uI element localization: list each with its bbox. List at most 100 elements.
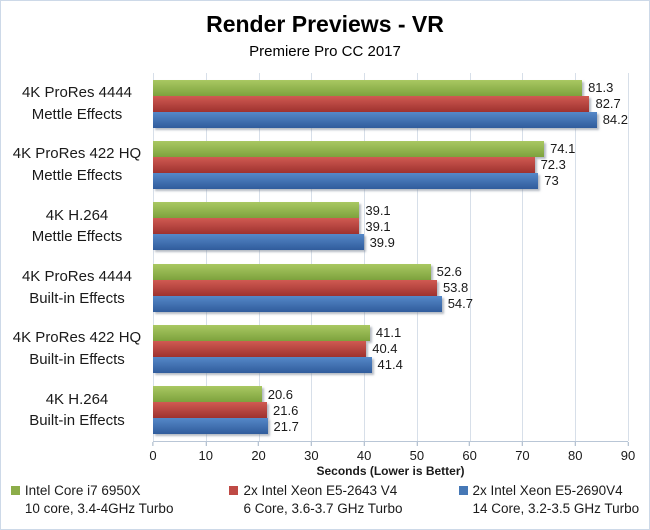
- bar-2x-intel-xeon-e5-2690v4: [153, 172, 539, 189]
- tick-label: 90: [620, 448, 636, 463]
- legend-swatch-icon: [458, 486, 468, 496]
- tick-label: 30: [304, 448, 319, 463]
- x-tick: 0: [149, 442, 157, 463]
- bar-value-label: 41.4: [377, 357, 403, 373]
- bar-2x-intel-xeon-e5-2690v4: [153, 418, 268, 435]
- bar-value-label: 39.9: [369, 234, 395, 250]
- bar-row: 39.9: [153, 234, 628, 251]
- bar-row: 20.6: [153, 386, 628, 403]
- x-tick: 90: [621, 442, 635, 463]
- bar-2x-intel-xeon-e5-2643-v4: [153, 156, 535, 173]
- legend-series-name: 2x Intel Xeon E5-2690V4: [472, 483, 623, 498]
- tick-label: 50: [409, 448, 425, 463]
- tick-mark: [152, 442, 154, 446]
- bar-intel-core-i7-6950x: [153, 324, 370, 341]
- legend-series-name: 2x Intel Xeon E5-2643 V4: [243, 483, 398, 498]
- bar-value-label: 72.3: [540, 157, 566, 173]
- bar-intel-core-i7-6950x: [153, 79, 583, 96]
- x-tick: 50: [410, 442, 424, 463]
- bar-row: 81.3: [153, 79, 628, 96]
- tick-mark: [521, 442, 523, 446]
- bar-value-label: 53.8: [442, 280, 469, 296]
- legend-series-name: Intel Core i7 6950X: [24, 483, 141, 498]
- tick-mark: [205, 442, 207, 446]
- category-label-line1: 4K ProRes 4444: [21, 83, 133, 101]
- bar-intel-core-i7-6950x: [153, 263, 431, 280]
- bar-row: 82.7: [153, 95, 628, 112]
- category-label-line2: Mettle Effects: [31, 166, 123, 184]
- x-axis-label: Seconds (Lower is Better): [316, 464, 465, 478]
- tick-mark: [258, 442, 260, 446]
- bar-2x-intel-xeon-e5-2690v4: [153, 111, 597, 128]
- tick-mark: [310, 442, 312, 446]
- bar-intel-core-i7-6950x: [153, 386, 262, 403]
- category-label-line2: Mettle Effects: [31, 228, 123, 246]
- x-tick: 80: [568, 442, 582, 463]
- bar-value-label: 74.1: [550, 141, 576, 157]
- bar-value-label: 54.7: [447, 296, 473, 312]
- gridline: [311, 73, 313, 441]
- legend-series-spec: 14 Core, 3.2-3.5 GHz Turbo: [472, 500, 640, 516]
- bar-row: 40.4: [153, 340, 628, 357]
- bar-2x-intel-xeon-e5-2690v4: [153, 295, 442, 312]
- bar-row: 52.6: [153, 263, 628, 280]
- gridline: [628, 73, 629, 441]
- x-axis-ticks: 0 10 20 30 40 50 60 70 80 90: [149, 442, 635, 466]
- bar-2x-intel-xeon-e5-2643-v4: [153, 340, 367, 357]
- bar-row: 21.6: [153, 402, 628, 419]
- tick-mark: [469, 442, 471, 446]
- bar-value-label: 41.1: [375, 325, 402, 341]
- bar-2x-intel-xeon-e5-2690v4: [153, 234, 364, 251]
- bar-2x-intel-xeon-e5-2643-v4: [153, 402, 267, 419]
- category-label: 4K H.264 Mettle Effects: [5, 196, 149, 257]
- category-label-line2: Built-in Effects: [29, 289, 125, 307]
- gridline: [153, 73, 154, 441]
- gridline: [258, 73, 260, 441]
- x-tick: 20: [251, 442, 266, 463]
- legend-item: 2x Intel Xeon E5-2643 V4 6 Core, 3.6-3.7 …: [229, 482, 403, 517]
- bar-value-label: 84.2: [602, 112, 628, 128]
- category-label-line1: 4K ProRes 422 HQ: [12, 145, 142, 163]
- bar-value-label: 82.7: [595, 96, 621, 112]
- tick-mark: [416, 442, 418, 446]
- category-label-line1: 4K ProRes 4444: [21, 267, 133, 285]
- bar-row: 41.4: [153, 356, 628, 373]
- bar-value-label: 52.6: [436, 264, 462, 280]
- tick-mark: [627, 442, 629, 446]
- legend-item: 2x Intel Xeon E5-2690V4 14 Core, 3.2-3.5 …: [458, 482, 640, 517]
- tick-mark: [574, 442, 576, 446]
- category-label-line1: 4K H.264: [45, 206, 109, 224]
- gridline: [416, 73, 418, 441]
- bar-row: 84.2: [153, 111, 628, 128]
- bar-value-label: 21.7: [273, 418, 299, 434]
- plot-area: 81.3 82.7 84.2 74.1 72.3 73 39.1 39.1 39.9 52.6 53…: [153, 73, 629, 442]
- chart-subtitle: Premiere Pro CC 2017: [249, 43, 401, 60]
- legend-swatch-icon: [10, 486, 20, 496]
- bar-value-label: 81.3: [588, 80, 614, 96]
- tick-mark: [363, 442, 365, 446]
- tick-label: 80: [567, 448, 583, 463]
- tick-label: 20: [251, 448, 266, 463]
- category-label: 4K ProRes 4444 Mettle Effects: [5, 73, 149, 134]
- category-label: 4K H.264 Built-in Effects: [5, 380, 149, 441]
- bar-value-label: 39.1: [365, 218, 391, 234]
- category-label-line2: Mettle Effects: [31, 105, 123, 123]
- x-tick: 30: [304, 442, 319, 463]
- legend-line1: Intel Core i7 6950X: [10, 482, 174, 500]
- bar-value-label: 40.4: [372, 341, 398, 357]
- gridline: [575, 73, 577, 441]
- chart-title: Render Previews - VR: [206, 11, 444, 37]
- bar-row: 72.3: [153, 156, 628, 173]
- bar-group: 39.1 39.1 39.9: [153, 196, 628, 257]
- legend-line1: 2x Intel Xeon E5-2643 V4: [229, 482, 402, 500]
- tick-label: 70: [515, 448, 530, 463]
- tick-label: 40: [356, 448, 372, 463]
- legend-series-spec: 10 core, 3.4-4GHz Turbo: [24, 500, 174, 516]
- gridline: [205, 73, 207, 441]
- x-tick: 70: [515, 442, 530, 463]
- bar-2x-intel-xeon-e5-2643-v4: [153, 279, 437, 296]
- category-label-line2: Built-in Effects: [29, 412, 125, 430]
- category-label: 4K ProRes 4444 Built-in Effects: [5, 257, 149, 318]
- gridline: [522, 73, 524, 441]
